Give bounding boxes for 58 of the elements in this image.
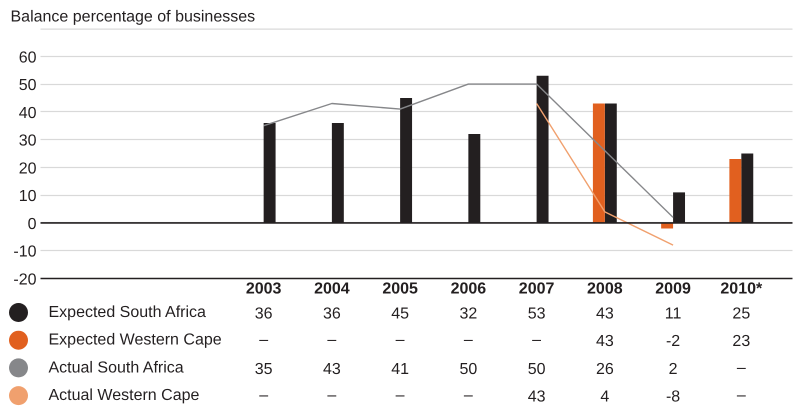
x-tick-label: 2008	[587, 280, 623, 298]
text: –	[396, 387, 405, 404]
text: –	[327, 387, 336, 404]
bar	[592, 104, 605, 223]
data-label: 53	[528, 306, 546, 322]
text: –	[464, 332, 473, 349]
y-tick-label: 50	[18, 77, 37, 94]
text: –	[736, 359, 746, 376]
data-label: 4	[600, 388, 610, 406]
x-tick-label: 2009	[655, 280, 691, 298]
y-axis-title: Balance percentage of businesses	[10, 8, 256, 26]
data-label: 43	[322, 360, 341, 378]
data-label: 23	[732, 333, 750, 350]
text: –	[327, 332, 336, 349]
data-label: 41	[391, 360, 410, 378]
data-label: 43	[596, 333, 614, 350]
legend-label: Expected South Africa	[48, 304, 206, 321]
legend-label: Actual South Africa	[48, 359, 184, 376]
data-label: 32	[459, 306, 478, 322]
data-label: 25	[732, 306, 750, 322]
x-tick-label: 2006	[450, 280, 486, 298]
data-label: 43	[596, 306, 614, 322]
data-label: 50	[528, 360, 546, 378]
data-label: -2	[666, 333, 680, 350]
y-tick-label: -10	[13, 244, 37, 261]
data-label: -8	[666, 388, 680, 406]
y-tick-label: 10	[18, 188, 37, 206]
data-label: 2	[668, 360, 678, 378]
text: –	[259, 332, 268, 349]
y-tick-label: 30	[18, 132, 37, 150]
y-tick-label: -20	[13, 272, 37, 288]
text: –	[259, 387, 268, 404]
bar	[661, 222, 674, 228]
x-tick-label: 2007	[518, 280, 554, 298]
legend-label: Actual Western Cape	[48, 387, 200, 404]
text: –	[396, 332, 405, 349]
data-label: 11	[664, 306, 682, 322]
x-tick-label: 2004	[314, 280, 350, 298]
data-label: 36	[254, 306, 273, 322]
data-label: 43	[528, 388, 546, 406]
y-tick-label: 40	[18, 104, 37, 122]
y-tick-label: 0	[28, 216, 37, 233]
text: –	[736, 387, 746, 404]
y-tick-label: 20	[18, 160, 37, 178]
text: –	[532, 332, 542, 349]
data-label: 45	[391, 306, 410, 322]
data-label: 35	[254, 360, 273, 378]
y-tick-label: 60	[18, 49, 37, 66]
x-tick-label: 2003	[246, 280, 282, 298]
bar	[729, 159, 742, 223]
text: –	[464, 387, 473, 404]
data-label: 50	[459, 360, 478, 378]
x-tick-label: 2005	[382, 280, 418, 298]
x-tick-label: 2010*	[720, 280, 764, 298]
line-series	[262, 83, 674, 218]
legend-label: Expected Western Cape	[48, 332, 222, 349]
data-label: 26	[596, 360, 614, 378]
data-label: 36	[322, 306, 341, 322]
